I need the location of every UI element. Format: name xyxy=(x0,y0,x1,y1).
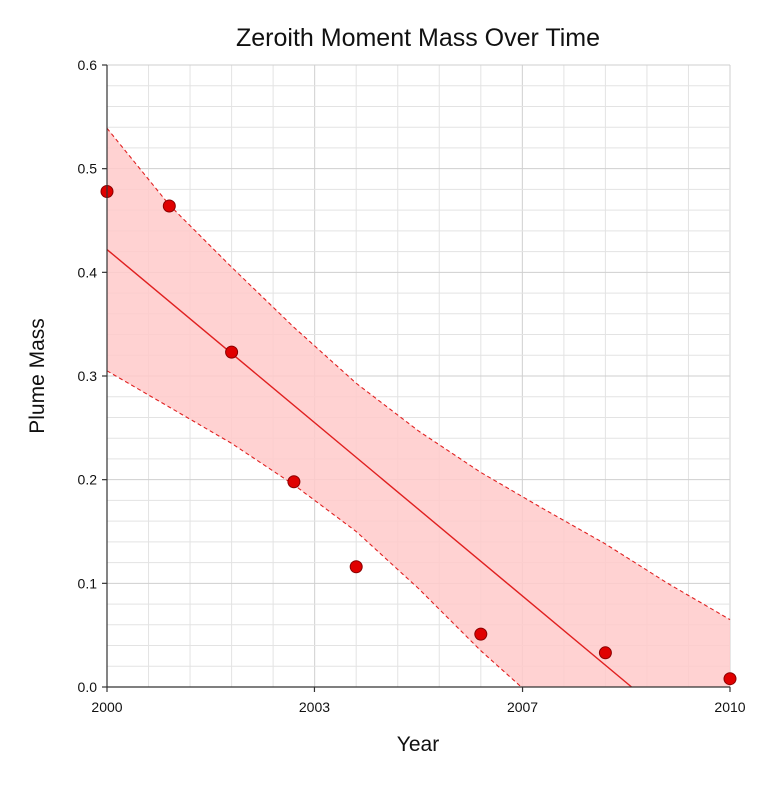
confidence-band xyxy=(106,127,731,688)
y-tick-label: 0.0 xyxy=(78,679,98,695)
y-tick-label: 0.3 xyxy=(78,368,98,384)
x-tick-label: 2000 xyxy=(91,699,122,715)
y-tick-label: 0.4 xyxy=(78,264,98,280)
x-tick-label: 2010 xyxy=(714,699,745,715)
band-fill xyxy=(107,128,730,687)
x-axis-label: Year xyxy=(397,733,439,756)
y-tick-label: 0.6 xyxy=(78,57,98,73)
y-tick-label: 0.2 xyxy=(78,472,98,488)
x-tick-label: 2003 xyxy=(299,699,330,715)
band-upper-line xyxy=(106,127,731,621)
fit-line xyxy=(106,248,633,688)
data-point xyxy=(225,345,239,359)
data-point xyxy=(474,627,488,641)
chart-title: Zeroith Moment Mass Over Time xyxy=(236,24,600,52)
data-points xyxy=(100,184,737,686)
y-tick-labels: 0.0 0.1 0.2 0.3 0.4 0.5 0.6 xyxy=(78,57,107,695)
x-tick-label: 2007 xyxy=(507,699,538,715)
y-tick-label: 0.5 xyxy=(78,161,98,177)
data-point xyxy=(723,672,737,686)
data-point xyxy=(349,560,363,574)
x-tick-labels: 2000 2003 2007 2010 xyxy=(91,687,746,715)
band-lower-line xyxy=(106,370,522,688)
trend-line xyxy=(106,248,633,688)
y-axis-label: Plume Mass xyxy=(26,318,49,434)
data-point xyxy=(598,646,612,660)
data-point xyxy=(287,475,301,489)
data-point xyxy=(162,199,176,213)
y-tick-label: 0.1 xyxy=(78,575,98,591)
